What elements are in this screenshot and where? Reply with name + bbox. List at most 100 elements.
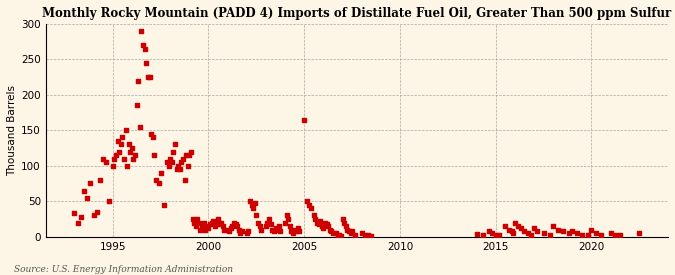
Point bbox=[525, 232, 536, 237]
Point bbox=[591, 231, 601, 235]
Point bbox=[261, 224, 271, 228]
Title: Monthly Rocky Mountain (PADD 4) Imports of Distillate Fuel Oil, Greater Than 500: Monthly Rocky Mountain (PADD 4) Imports … bbox=[43, 7, 672, 20]
Point bbox=[187, 217, 198, 221]
Point bbox=[252, 220, 263, 225]
Point bbox=[271, 227, 282, 232]
Point bbox=[567, 229, 578, 233]
Point bbox=[243, 229, 254, 233]
Point bbox=[610, 233, 621, 238]
Point bbox=[147, 135, 158, 140]
Point bbox=[168, 149, 179, 154]
Point bbox=[344, 229, 354, 233]
Point bbox=[130, 153, 140, 157]
Point bbox=[315, 219, 325, 223]
Point bbox=[202, 224, 213, 228]
Point bbox=[532, 229, 543, 233]
Point bbox=[273, 224, 284, 228]
Point bbox=[229, 220, 240, 225]
Point bbox=[360, 232, 371, 237]
Point bbox=[136, 29, 147, 33]
Point bbox=[576, 232, 587, 237]
Point bbox=[195, 227, 206, 232]
Point bbox=[113, 149, 124, 154]
Point bbox=[222, 227, 233, 232]
Point bbox=[519, 229, 530, 233]
Point bbox=[615, 232, 626, 237]
Point bbox=[194, 220, 205, 225]
Point bbox=[270, 226, 281, 230]
Point bbox=[345, 231, 356, 235]
Point bbox=[321, 222, 332, 226]
Point bbox=[111, 153, 122, 157]
Point bbox=[545, 232, 556, 237]
Point bbox=[267, 227, 277, 232]
Point bbox=[134, 125, 145, 129]
Point bbox=[122, 164, 132, 168]
Point bbox=[128, 156, 139, 161]
Point bbox=[76, 214, 86, 219]
Point bbox=[154, 181, 165, 186]
Point bbox=[117, 135, 128, 140]
Point bbox=[503, 227, 514, 232]
Point bbox=[548, 224, 559, 228]
Point bbox=[205, 222, 215, 226]
Point bbox=[163, 164, 174, 168]
Point bbox=[490, 232, 501, 237]
Point bbox=[78, 188, 89, 193]
Point bbox=[586, 227, 597, 232]
Point bbox=[281, 213, 292, 218]
Point bbox=[131, 103, 142, 108]
Point bbox=[91, 210, 102, 214]
Point bbox=[292, 226, 303, 230]
Point bbox=[564, 231, 574, 235]
Point bbox=[572, 231, 583, 235]
Text: Source: U.S. Energy Information Administration: Source: U.S. Energy Information Administ… bbox=[14, 265, 232, 274]
Point bbox=[227, 224, 238, 228]
Point bbox=[211, 220, 222, 225]
Point bbox=[101, 160, 112, 164]
Point bbox=[516, 226, 526, 230]
Point bbox=[340, 224, 351, 228]
Point bbox=[305, 206, 316, 211]
Point bbox=[118, 156, 129, 161]
Point bbox=[141, 61, 152, 65]
Point bbox=[232, 224, 242, 228]
Point bbox=[264, 217, 275, 221]
Point bbox=[318, 226, 329, 230]
Point bbox=[217, 224, 228, 228]
Point bbox=[251, 213, 262, 218]
Point bbox=[244, 199, 255, 204]
Point bbox=[342, 227, 353, 232]
Point bbox=[159, 203, 169, 207]
Point bbox=[356, 231, 367, 235]
Point bbox=[508, 231, 518, 235]
Point bbox=[506, 229, 517, 233]
Point bbox=[269, 229, 279, 233]
Point bbox=[538, 231, 549, 235]
Point bbox=[133, 78, 144, 83]
Point bbox=[214, 222, 225, 226]
Point bbox=[313, 222, 324, 226]
Point bbox=[350, 232, 360, 237]
Point bbox=[302, 199, 313, 204]
Point bbox=[477, 233, 488, 238]
Point bbox=[248, 206, 259, 211]
Point bbox=[279, 220, 290, 225]
Point bbox=[161, 160, 172, 164]
Point bbox=[484, 229, 495, 233]
Point bbox=[146, 132, 157, 136]
Point bbox=[288, 231, 298, 235]
Point bbox=[171, 167, 182, 172]
Point bbox=[250, 200, 261, 205]
Point bbox=[513, 224, 524, 228]
Point bbox=[319, 220, 330, 225]
Point bbox=[144, 75, 155, 79]
Point bbox=[317, 224, 327, 228]
Point bbox=[189, 220, 200, 225]
Point bbox=[335, 234, 346, 238]
Point bbox=[265, 222, 276, 226]
Point bbox=[290, 227, 300, 232]
Point bbox=[275, 229, 286, 233]
Point bbox=[471, 232, 482, 236]
Point bbox=[283, 217, 294, 221]
